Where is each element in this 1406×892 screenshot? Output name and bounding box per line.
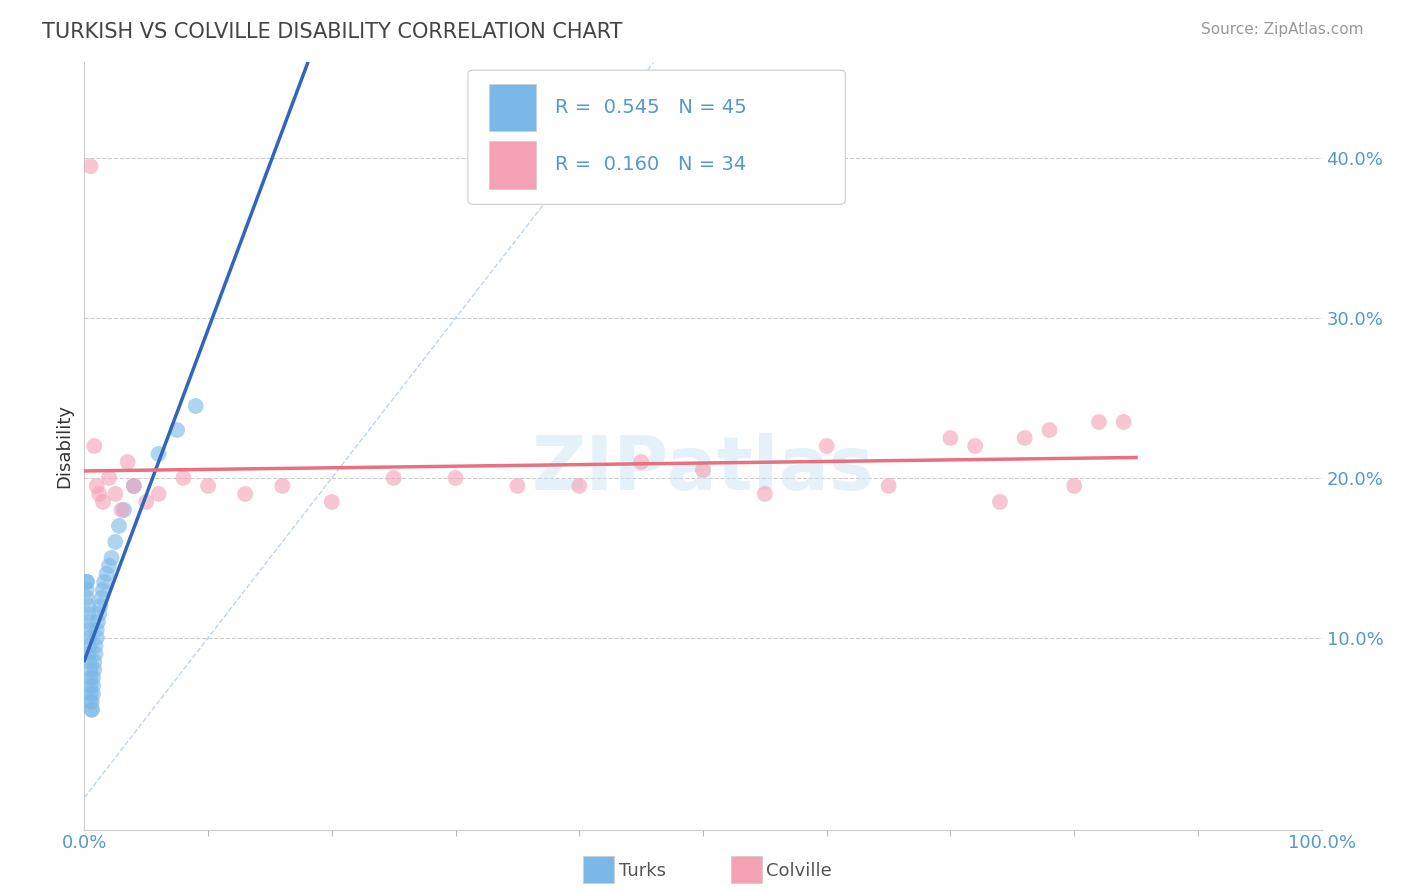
Point bbox=[77, 623, 100, 637]
Point bbox=[988, 495, 1011, 509]
Point bbox=[939, 431, 962, 445]
Text: Turks: Turks bbox=[619, 862, 665, 880]
Point bbox=[80, 703, 103, 717]
Point bbox=[197, 479, 219, 493]
Point bbox=[1063, 479, 1085, 493]
Point bbox=[135, 495, 157, 509]
Point bbox=[1112, 415, 1135, 429]
Point bbox=[86, 623, 108, 637]
Text: Colville: Colville bbox=[766, 862, 832, 880]
Point bbox=[79, 671, 101, 685]
Point bbox=[965, 439, 987, 453]
Point bbox=[98, 471, 121, 485]
Point bbox=[233, 487, 256, 501]
Point bbox=[122, 479, 145, 493]
Point bbox=[79, 679, 101, 693]
Point bbox=[630, 455, 652, 469]
Point bbox=[444, 471, 467, 485]
Point bbox=[83, 439, 105, 453]
Point bbox=[87, 615, 110, 629]
FancyBboxPatch shape bbox=[489, 84, 536, 131]
Text: R =  0.545   N = 45: R = 0.545 N = 45 bbox=[554, 98, 747, 117]
Point bbox=[80, 695, 103, 709]
Point bbox=[321, 495, 343, 509]
Point bbox=[692, 463, 714, 477]
Point bbox=[271, 479, 294, 493]
FancyBboxPatch shape bbox=[468, 70, 845, 204]
Text: Source: ZipAtlas.com: Source: ZipAtlas.com bbox=[1201, 22, 1364, 37]
Point bbox=[83, 655, 105, 669]
Point bbox=[754, 487, 776, 501]
Point bbox=[79, 663, 101, 677]
Point bbox=[79, 655, 101, 669]
Point bbox=[568, 479, 591, 493]
Point bbox=[82, 671, 104, 685]
Point bbox=[110, 503, 132, 517]
Point bbox=[77, 607, 100, 621]
Point bbox=[80, 703, 103, 717]
Point bbox=[1088, 415, 1111, 429]
Point bbox=[108, 519, 131, 533]
Point bbox=[815, 439, 838, 453]
FancyBboxPatch shape bbox=[489, 142, 536, 189]
Point bbox=[79, 695, 101, 709]
Point bbox=[82, 687, 104, 701]
Point bbox=[82, 679, 104, 693]
Point bbox=[112, 503, 135, 517]
Point bbox=[89, 487, 111, 501]
Point bbox=[86, 479, 108, 493]
Point bbox=[89, 599, 111, 613]
Point bbox=[84, 639, 107, 653]
Point bbox=[1014, 431, 1036, 445]
Point bbox=[104, 487, 127, 501]
Point bbox=[148, 487, 170, 501]
Point bbox=[79, 159, 101, 173]
Point bbox=[77, 599, 100, 613]
Point bbox=[91, 582, 114, 597]
Point bbox=[382, 471, 405, 485]
Point bbox=[93, 574, 115, 589]
Point bbox=[122, 479, 145, 493]
Point bbox=[506, 479, 529, 493]
Point bbox=[84, 647, 107, 661]
Point bbox=[86, 631, 108, 645]
Text: TURKISH VS COLVILLE DISABILITY CORRELATION CHART: TURKISH VS COLVILLE DISABILITY CORRELATI… bbox=[42, 22, 623, 42]
Point bbox=[166, 423, 188, 437]
Point bbox=[79, 631, 101, 645]
Point bbox=[98, 558, 121, 573]
Point bbox=[76, 591, 98, 605]
Point bbox=[79, 639, 101, 653]
Point bbox=[148, 447, 170, 461]
Point bbox=[89, 607, 111, 621]
Text: ZIPatlas: ZIPatlas bbox=[531, 433, 875, 506]
Point bbox=[90, 591, 112, 605]
Point bbox=[184, 399, 207, 413]
Point bbox=[96, 566, 118, 581]
Point bbox=[877, 479, 900, 493]
Point bbox=[77, 615, 100, 629]
Point bbox=[117, 455, 139, 469]
Point bbox=[172, 471, 194, 485]
Text: R =  0.160   N = 34: R = 0.160 N = 34 bbox=[554, 155, 745, 174]
Point bbox=[83, 663, 105, 677]
Point bbox=[104, 535, 127, 549]
Point bbox=[79, 647, 101, 661]
Y-axis label: Disability: Disability bbox=[55, 404, 73, 488]
Point bbox=[79, 687, 101, 701]
Point bbox=[76, 574, 98, 589]
Point bbox=[76, 582, 98, 597]
Point bbox=[1038, 423, 1060, 437]
Point bbox=[100, 550, 122, 565]
Point bbox=[91, 495, 114, 509]
Point bbox=[76, 574, 98, 589]
